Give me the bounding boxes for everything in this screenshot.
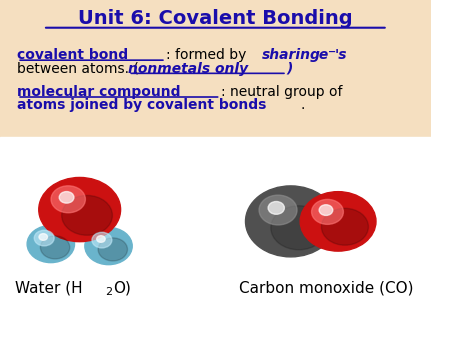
Circle shape <box>27 225 75 263</box>
Circle shape <box>321 208 369 245</box>
Text: Carbon monoxide (CO): Carbon monoxide (CO) <box>239 281 414 295</box>
Circle shape <box>34 230 54 246</box>
Circle shape <box>259 195 297 225</box>
Circle shape <box>300 192 376 251</box>
Circle shape <box>59 192 74 203</box>
Text: : neutral group of: : neutral group of <box>220 85 342 99</box>
Circle shape <box>39 177 121 242</box>
Circle shape <box>319 205 333 215</box>
Text: Unit 6: Covalent Bonding: Unit 6: Covalent Bonding <box>78 9 353 28</box>
Text: sharing: sharing <box>262 48 321 63</box>
Text: between atoms. (: between atoms. ( <box>17 62 139 76</box>
Text: 's: 's <box>335 48 347 63</box>
Text: nonmetals only: nonmetals only <box>128 62 248 76</box>
Text: O): O) <box>113 281 131 295</box>
Text: 2: 2 <box>105 287 112 297</box>
Circle shape <box>268 201 284 214</box>
Circle shape <box>97 236 105 242</box>
Circle shape <box>40 236 70 259</box>
Circle shape <box>311 199 343 224</box>
Text: covalent bond: covalent bond <box>17 48 128 63</box>
Text: Water (H: Water (H <box>15 281 83 295</box>
Circle shape <box>246 186 336 257</box>
Text: : formed by: : formed by <box>166 48 251 63</box>
Bar <box>0 0 431 137</box>
Circle shape <box>62 195 112 235</box>
Text: ): ) <box>287 62 293 76</box>
Circle shape <box>92 232 112 248</box>
Circle shape <box>85 227 132 265</box>
Text: −: − <box>328 46 336 56</box>
Text: molecular compound: molecular compound <box>17 85 181 99</box>
Circle shape <box>98 238 127 261</box>
Bar <box>0 137 431 338</box>
Circle shape <box>39 234 48 240</box>
Text: .: . <box>301 98 305 113</box>
Circle shape <box>51 186 86 213</box>
Text: atoms joined by covalent bonds: atoms joined by covalent bonds <box>17 98 266 113</box>
Text: e: e <box>314 48 328 63</box>
Circle shape <box>271 206 327 250</box>
